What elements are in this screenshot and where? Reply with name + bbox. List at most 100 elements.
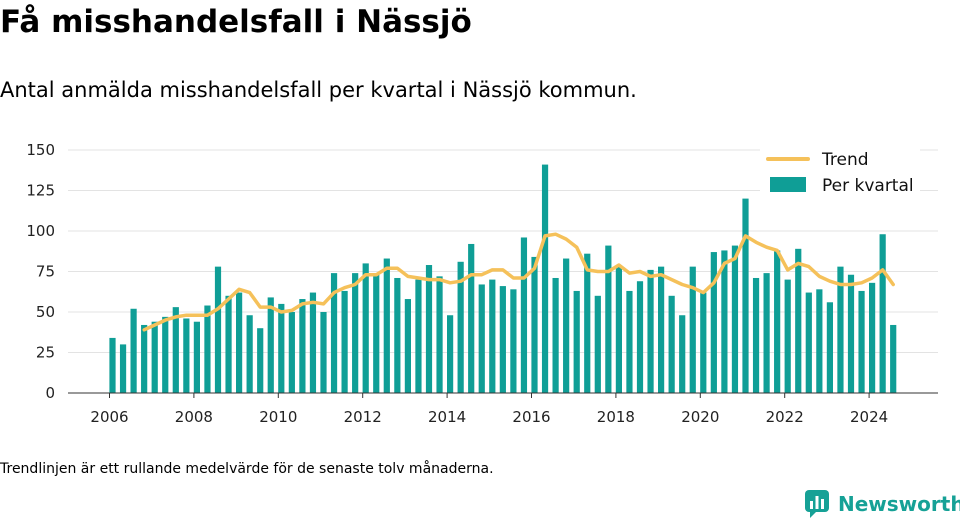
bar bbox=[225, 295, 232, 393]
brand[interactable]: Newsworthy bbox=[804, 488, 960, 520]
bar bbox=[436, 276, 443, 393]
y-tick-label: 75 bbox=[36, 263, 55, 281]
legend-bar-label: Per kvartal bbox=[822, 176, 914, 196]
bar bbox=[531, 256, 538, 393]
newsworthy-logo-icon bbox=[805, 490, 829, 518]
bar bbox=[795, 248, 802, 393]
x-tick-label: 2006 bbox=[90, 408, 128, 426]
bar bbox=[394, 277, 401, 393]
bar bbox=[489, 279, 496, 393]
y-tick-label: 100 bbox=[26, 222, 55, 240]
legend-trend-label: Trend bbox=[821, 150, 869, 170]
bar bbox=[320, 312, 327, 393]
bar bbox=[404, 299, 411, 393]
y-tick-label: 25 bbox=[36, 344, 55, 362]
bar bbox=[246, 315, 253, 393]
bar bbox=[752, 277, 760, 393]
bar bbox=[869, 282, 876, 393]
bar bbox=[193, 321, 200, 393]
bar bbox=[373, 273, 380, 393]
y-axis-ticks: 0 25 50 75 100 125 150 bbox=[26, 141, 55, 402]
bar bbox=[826, 302, 833, 393]
legend: Trend Per kvartal bbox=[760, 143, 920, 203]
bar bbox=[847, 274, 855, 393]
y-tick-label: 50 bbox=[36, 303, 55, 321]
bar bbox=[710, 252, 717, 393]
x-tick-label: 2014 bbox=[428, 408, 466, 426]
bar bbox=[425, 265, 433, 393]
bar bbox=[731, 245, 739, 393]
bar bbox=[109, 337, 116, 393]
bar bbox=[647, 269, 654, 393]
bar bbox=[362, 263, 369, 393]
bar bbox=[742, 198, 749, 393]
bar bbox=[236, 292, 243, 393]
bar bbox=[520, 237, 528, 393]
bar bbox=[288, 312, 295, 393]
bar bbox=[784, 279, 791, 393]
bar bbox=[510, 289, 517, 393]
bar bbox=[457, 261, 464, 393]
bar bbox=[774, 250, 781, 393]
bar bbox=[151, 321, 158, 393]
bar bbox=[183, 318, 190, 393]
x-tick-label: 2024 bbox=[850, 408, 888, 426]
bar bbox=[668, 295, 675, 393]
bar bbox=[700, 292, 707, 393]
bar bbox=[879, 234, 886, 393]
bar bbox=[658, 266, 665, 393]
bar bbox=[805, 292, 812, 393]
x-tick-label: 2020 bbox=[681, 408, 719, 426]
y-tick-label: 150 bbox=[26, 141, 55, 159]
legend-background bbox=[760, 143, 920, 203]
bar bbox=[837, 266, 844, 393]
bar bbox=[890, 324, 897, 393]
bar-series bbox=[109, 164, 897, 393]
bar bbox=[141, 324, 148, 393]
x-tick-label: 2022 bbox=[766, 408, 804, 426]
bar bbox=[130, 308, 137, 393]
x-tick-label: 2018 bbox=[597, 408, 635, 426]
bar bbox=[214, 266, 222, 393]
bar bbox=[858, 290, 865, 393]
bar bbox=[172, 307, 179, 393]
x-tick-label: 2016 bbox=[512, 408, 550, 426]
bar bbox=[573, 290, 580, 393]
x-axis: 2006 2008 2010 2012 2014 2016 2018 2020 2022 2024 bbox=[68, 392, 938, 426]
legend-bar-swatch bbox=[770, 177, 806, 192]
bar bbox=[278, 303, 285, 393]
bar bbox=[626, 290, 633, 393]
bar bbox=[267, 297, 274, 393]
chart: 0 25 50 75 100 125 150 2006 2008 2010 2012 2014 201… bbox=[26, 141, 938, 426]
y-tick-label: 0 bbox=[45, 384, 55, 402]
brand-name: Newsworthy bbox=[838, 492, 960, 516]
bar bbox=[447, 315, 454, 393]
bar bbox=[615, 266, 622, 393]
bar bbox=[563, 258, 570, 393]
bar bbox=[478, 284, 485, 393]
bar bbox=[257, 328, 264, 393]
bar bbox=[584, 253, 591, 393]
bar bbox=[605, 245, 612, 393]
footnote: Trendlinjen är ett rullande medelvärde f… bbox=[0, 461, 494, 477]
bar bbox=[636, 281, 644, 393]
bar bbox=[415, 279, 422, 393]
bar bbox=[309, 292, 317, 393]
x-tick-label: 2012 bbox=[344, 408, 382, 426]
bar bbox=[119, 344, 127, 393]
bar bbox=[468, 243, 475, 393]
bar bbox=[204, 305, 211, 393]
x-tick-label: 2010 bbox=[259, 408, 297, 426]
bar bbox=[330, 273, 338, 393]
trend-line bbox=[142, 232, 895, 332]
bar bbox=[721, 250, 728, 393]
bar bbox=[594, 295, 601, 393]
chart-title: Få misshandelsfall i Nässjö bbox=[0, 4, 472, 40]
bar bbox=[499, 286, 506, 393]
bar bbox=[552, 277, 559, 393]
bar bbox=[763, 273, 770, 393]
bar bbox=[299, 299, 306, 393]
bar bbox=[341, 290, 348, 393]
bar bbox=[541, 164, 549, 393]
bar bbox=[816, 289, 823, 393]
